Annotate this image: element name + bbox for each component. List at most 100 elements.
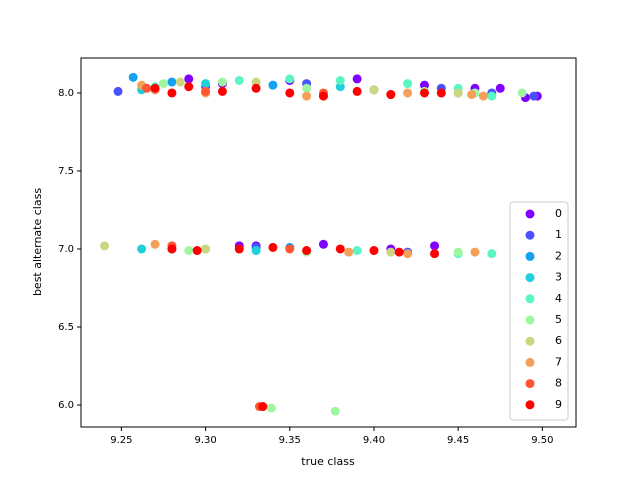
point	[487, 91, 497, 101]
point	[335, 75, 345, 85]
point	[403, 249, 413, 259]
y-tick-label: 6.0	[58, 400, 74, 411]
point	[184, 246, 194, 256]
point	[184, 74, 194, 84]
point	[285, 88, 295, 98]
point	[128, 72, 138, 82]
legend-marker	[525, 273, 535, 283]
point	[352, 86, 362, 96]
legend-label: 1	[555, 228, 562, 241]
legend-marker	[525, 251, 535, 261]
legend-label: 3	[555, 271, 562, 284]
point	[478, 91, 488, 101]
point	[251, 246, 261, 256]
point	[159, 79, 168, 89]
point	[258, 402, 268, 412]
legend-marker	[525, 400, 535, 410]
legend-marker	[525, 379, 535, 389]
x-tick-label: 9.35	[279, 435, 301, 446]
legend-label: 2	[555, 249, 562, 262]
point	[330, 406, 340, 416]
point	[436, 88, 446, 98]
legend-label: 7	[555, 355, 562, 368]
point	[419, 80, 429, 90]
point	[201, 244, 211, 254]
point	[137, 244, 147, 254]
y-tick-label: 8.0	[58, 88, 74, 99]
point	[113, 86, 123, 96]
point	[430, 249, 440, 259]
point	[529, 91, 539, 101]
legend-marker	[525, 357, 535, 367]
point	[201, 79, 211, 89]
legend-marker	[525, 336, 535, 346]
point	[403, 79, 413, 89]
point	[217, 86, 227, 96]
point	[495, 83, 505, 93]
legend-label: 0	[555, 207, 562, 220]
point	[150, 239, 160, 249]
legend-marker	[525, 230, 535, 240]
x-tick-label: 9.40	[363, 435, 385, 446]
legend-label: 4	[555, 292, 562, 305]
legend-marker	[525, 294, 535, 304]
legend-marker	[525, 209, 535, 219]
y-axis-label: best alternate class	[31, 188, 44, 296]
point	[352, 246, 362, 256]
point	[344, 247, 354, 257]
legend-label: 5	[555, 313, 562, 326]
x-tick-label: 9.50	[531, 435, 553, 446]
point	[394, 247, 404, 257]
point	[467, 90, 477, 100]
point	[175, 77, 185, 87]
legend-label: 6	[555, 334, 562, 347]
point	[453, 247, 463, 257]
point	[167, 88, 177, 98]
point	[318, 239, 328, 249]
point	[142, 83, 152, 93]
point	[386, 247, 396, 257]
point	[419, 88, 429, 98]
point	[192, 246, 202, 256]
point	[268, 80, 278, 90]
point	[487, 249, 497, 259]
point	[266, 403, 276, 413]
point	[234, 75, 244, 85]
point	[217, 77, 227, 87]
point	[184, 82, 194, 92]
point	[302, 91, 312, 101]
point	[386, 90, 396, 100]
y-tick-label: 7.0	[58, 244, 74, 255]
legend-label: 8	[555, 377, 562, 390]
plot-frame	[80, 57, 577, 428]
y-tick-label: 6.5	[58, 322, 74, 333]
point	[403, 88, 413, 98]
point	[234, 244, 244, 254]
point	[167, 77, 177, 87]
point	[302, 83, 312, 93]
point	[430, 241, 440, 251]
point	[470, 247, 480, 257]
point	[453, 88, 463, 98]
point	[251, 83, 261, 93]
point	[167, 244, 177, 254]
point	[302, 246, 312, 256]
x-axis-label: true class	[301, 455, 355, 468]
y-tick-label: 7.5	[58, 166, 74, 177]
point	[335, 82, 345, 92]
x-tick-label: 9.30	[194, 435, 216, 446]
point	[251, 77, 261, 87]
point	[369, 246, 379, 256]
point	[369, 85, 379, 95]
point	[335, 244, 345, 254]
point	[517, 88, 527, 98]
point	[352, 74, 362, 84]
point	[201, 86, 211, 96]
point	[100, 241, 110, 251]
legend-box	[509, 201, 569, 421]
x-tick-label: 9.45	[447, 435, 469, 446]
point	[268, 242, 278, 252]
legend-label: 9	[555, 398, 562, 411]
point	[285, 74, 295, 84]
